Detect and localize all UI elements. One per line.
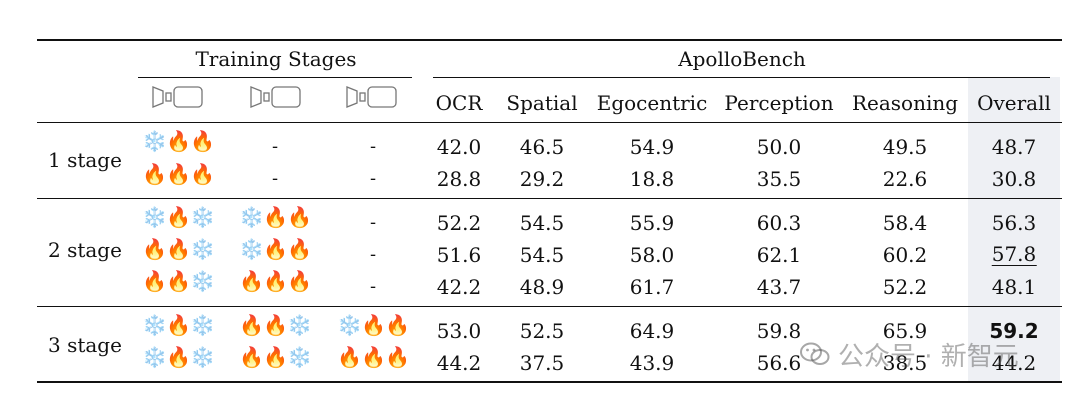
col-perception: Perception [724, 91, 834, 115]
stage3-config: - [369, 136, 377, 157]
stage3-config: - [369, 244, 377, 265]
score-spatial: 29.2 [519, 167, 565, 191]
stage3-config: - [369, 276, 377, 297]
score-egocentric: 18.8 [629, 167, 675, 191]
group-label-2-stage: 2 stage [48, 238, 122, 262]
stage2-config: - [271, 136, 279, 157]
stage2-config: 🔥🔥❄️ [239, 345, 312, 369]
stage2-config: 🔥🔥❄️ [239, 313, 312, 337]
score-egocentric: 55.9 [629, 211, 675, 235]
stage1-config: 🔥🔥❄️ [142, 269, 215, 293]
stage1-config: ❄️🔥❄️ [142, 313, 215, 337]
stage1-config: 🔥🔥❄️ [142, 237, 215, 261]
score-spatial: 37.5 [519, 351, 565, 375]
score-ocr: 28.8 [436, 167, 482, 191]
stage2-config: 🔥🔥🔥 [239, 269, 312, 293]
score-perception: 35.5 [756, 167, 802, 191]
score-egocentric: 64.9 [629, 319, 675, 343]
wechat-logo-icon [800, 342, 830, 365]
score-overall-best: 59.2 [989, 319, 1039, 343]
model-architecture-icon [346, 86, 397, 108]
stage2-config: - [271, 168, 279, 189]
apollobench-rule [433, 77, 1050, 78]
score-ocr: 42.0 [436, 135, 482, 159]
score-overall: 48.7 [991, 135, 1037, 159]
score-egocentric: 43.9 [629, 351, 675, 375]
stage3-config: ❄️🔥🔥 [337, 313, 410, 337]
col-spatial: Spatial [506, 91, 578, 115]
score-spatial: 52.5 [519, 319, 565, 343]
stage3-config: - [369, 168, 377, 189]
top-rule [37, 39, 1062, 41]
stage2-config: ❄️🔥🔥 [239, 205, 312, 229]
score-egocentric: 54.9 [629, 135, 675, 159]
score-overall-second-best: 57.8 [991, 242, 1037, 266]
group-rule-1 [37, 198, 1062, 199]
score-perception: 62.1 [756, 243, 802, 267]
score-ocr: 52.2 [436, 211, 482, 235]
training-stages-rule [138, 77, 412, 78]
score-perception: 56.6 [756, 351, 802, 375]
score-spatial: 54.5 [519, 211, 565, 235]
score-reasoning: 38.5 [882, 351, 928, 375]
stage1-config: ❄️🔥❄️ [142, 345, 215, 369]
score-reasoning: 22.6 [882, 167, 928, 191]
header-bottom-rule [37, 122, 1062, 123]
stage3-config: - [369, 212, 377, 233]
score-egocentric: 58.0 [629, 243, 675, 267]
stage1-config: 🔥🔥🔥 [142, 162, 215, 186]
group-rule-2 [37, 306, 1062, 307]
score-perception: 43.7 [756, 275, 802, 299]
stage2-config: ❄️🔥🔥 [239, 237, 312, 261]
score-spatial: 46.5 [519, 135, 565, 159]
stage1-config: ❄️🔥❄️ [142, 205, 215, 229]
score-spatial: 48.9 [519, 275, 565, 299]
model-architecture-icon [152, 86, 203, 108]
score-perception: 60.3 [756, 211, 802, 235]
score-overall: 56.3 [991, 211, 1037, 235]
score-overall: 30.8 [991, 167, 1037, 191]
watermark-text: 公众号 · 新智元 [838, 341, 1019, 372]
col-egocentric: Egocentric [596, 91, 708, 115]
score-overall: 48.1 [991, 275, 1037, 299]
overall-column-highlight [968, 77, 1060, 383]
col-ocr: OCR [435, 91, 483, 115]
stage3-config: 🔥🔥🔥 [337, 345, 410, 369]
score-ocr: 44.2 [436, 351, 482, 375]
score-ocr: 53.0 [436, 319, 482, 343]
score-egocentric: 61.7 [629, 275, 675, 299]
training-stages-header: Training Stages [195, 47, 357, 71]
score-reasoning: 52.2 [882, 275, 928, 299]
score-overall: 44.2 [991, 351, 1037, 375]
stage1-config: ❄️🔥🔥 [142, 129, 215, 153]
apollobench-header: ApolloBench [678, 47, 806, 71]
col-reasoning: Reasoning [851, 91, 959, 115]
score-reasoning: 58.4 [882, 211, 928, 235]
col-overall: Overall [977, 91, 1051, 115]
group-label-3-stage: 3 stage [48, 333, 122, 357]
group-label-1-stage: 1 stage [48, 148, 122, 172]
score-ocr: 51.6 [436, 243, 482, 267]
score-perception: 59.8 [756, 319, 802, 343]
score-perception: 50.0 [756, 135, 802, 159]
watermark: 公众号 · 新智元 [800, 337, 1019, 372]
score-reasoning: 49.5 [882, 135, 928, 159]
score-reasoning: 60.2 [882, 243, 928, 267]
score-spatial: 54.5 [519, 243, 565, 267]
score-reasoning: 65.9 [882, 319, 928, 343]
model-architecture-icon [250, 86, 301, 108]
score-ocr: 42.2 [436, 275, 482, 299]
bottom-rule [37, 381, 1062, 383]
